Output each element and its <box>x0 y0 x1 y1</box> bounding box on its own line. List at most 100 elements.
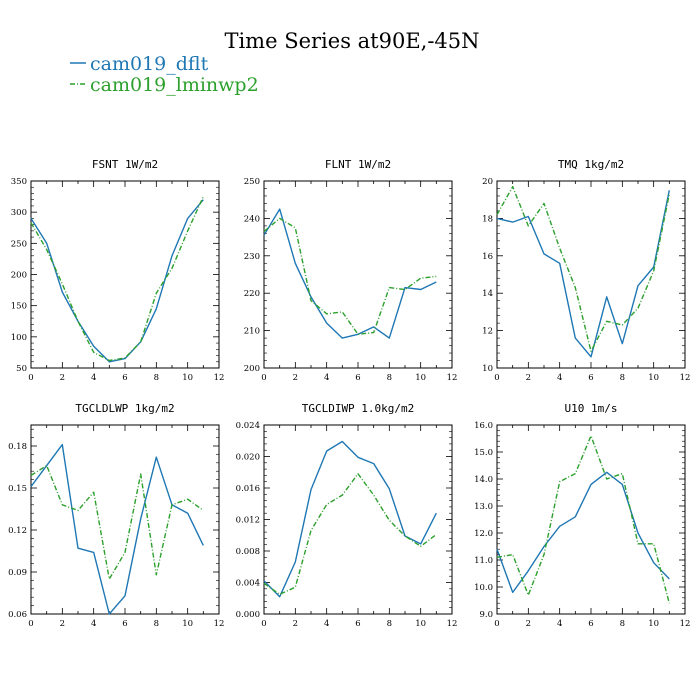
legend: cam019_dflt cam019_lminwp2 <box>70 53 259 96</box>
x-tick-label: 6 <box>588 373 593 383</box>
panel-title: FSNT 1W/m2 <box>92 158 158 171</box>
y-tick-label: 0.008 <box>236 547 260 557</box>
series-line-dflt <box>263 208 437 339</box>
panel-title: TMQ 1kg/m2 <box>558 158 624 171</box>
plot-frame <box>30 180 220 369</box>
y-tick-label: 0.012 <box>236 516 260 526</box>
x-tick-label: 0 <box>28 373 33 383</box>
x-tick-label: 10 <box>182 373 193 383</box>
y-tick-label: 50 <box>16 364 27 374</box>
y-tick-label: 13.0 <box>474 502 493 512</box>
x-tick-label: 8 <box>154 619 159 629</box>
x-tick-label: 4 <box>324 373 329 383</box>
y-tick-label: 350 <box>11 177 27 187</box>
y-tick-label: 14.0 <box>474 475 493 485</box>
panel-0: FSNT 1W/m2 0 2 4 6 8 10 12 50 100 150 200 250 300 350 <box>11 158 225 383</box>
plot-frame <box>496 424 686 615</box>
x-tick-label: 10 <box>415 373 426 383</box>
x-tick-label: 0 <box>494 619 499 629</box>
series-line-dflt <box>263 440 437 598</box>
x-tick-label: 0 <box>261 619 266 629</box>
x-tick-label: 12 <box>447 619 458 629</box>
y-tick-label: 14 <box>482 289 493 299</box>
y-tick-label: 250 <box>11 239 27 249</box>
y-tick-label: 20 <box>482 177 493 187</box>
plot-frame <box>496 180 686 369</box>
panel-4: TGCLDIWP 1.0kg/m2 0 2 4 6 8 10 12 0.000 0.004 0.00… <box>236 402 458 629</box>
y-tick-label: 16 <box>482 252 493 262</box>
y-tick-label: 0.024 <box>236 421 260 431</box>
y-tick-label: 200 <box>11 271 27 281</box>
y-tick-label: 230 <box>244 252 260 262</box>
y-tick-label: 10 <box>482 364 493 374</box>
y-tick-label: 18 <box>482 214 493 224</box>
series-line-lminwp2 <box>496 185 670 352</box>
panel-3: TGCLDLWP 1kg/m2 0 2 4 6 8 10 12 0.06 0.09 0.12 0.15… <box>8 402 224 629</box>
legend-label-lminwp2: cam019_lminwp2 <box>90 74 259 96</box>
x-tick-label: 2 <box>293 619 298 629</box>
x-tick-label: 6 <box>355 619 360 629</box>
x-tick-label: 4 <box>324 619 329 629</box>
y-tick-label: 0.020 <box>236 453 260 463</box>
x-tick-label: 6 <box>122 619 127 629</box>
panel-title: U10 1m/s <box>565 402 618 415</box>
x-tick-label: 2 <box>60 373 65 383</box>
panel-1: FLNT 1W/m2 0 2 4 6 8 10 12 200 210 220 230 240 250 <box>244 158 458 383</box>
x-tick-label: 0 <box>494 373 499 383</box>
panel-title: FLNT 1W/m2 <box>325 158 391 171</box>
x-tick-label: 8 <box>387 619 392 629</box>
x-tick-label: 12 <box>447 373 458 383</box>
y-tick-label: 200 <box>244 364 260 374</box>
x-tick-label: 12 <box>214 619 225 629</box>
y-tick-label: 0.12 <box>8 526 27 536</box>
x-tick-label: 4 <box>557 619 562 629</box>
y-tick-label: 0.06 <box>8 610 27 620</box>
x-tick-label: 8 <box>154 373 159 383</box>
y-tick-label: 0.09 <box>8 568 27 578</box>
y-tick-label: 12.0 <box>474 529 493 539</box>
y-tick-label: 15.0 <box>474 448 493 458</box>
series-line-dflt <box>496 190 670 358</box>
series-line-dflt <box>30 443 204 615</box>
plot-frame <box>263 180 453 369</box>
x-tick-label: 2 <box>293 373 298 383</box>
y-tick-label: 0.016 <box>236 484 260 494</box>
y-tick-label: 0.000 <box>236 610 260 620</box>
x-tick-label: 4 <box>91 373 96 383</box>
x-tick-label: 2 <box>526 619 531 629</box>
series-line-lminwp2 <box>30 464 204 580</box>
y-tick-label: 0.004 <box>236 579 260 589</box>
panel-2: TMQ 1kg/m2 0 2 4 6 8 10 12 10 12 14 16 18 20 <box>482 158 690 383</box>
x-tick-label: 8 <box>620 619 625 629</box>
y-tick-label: 0.15 <box>8 484 27 494</box>
series-line-lminwp2 <box>263 217 437 335</box>
panel-title: TGCLDIWP 1.0kg/m2 <box>302 402 415 415</box>
series-line-lminwp2 <box>263 473 437 595</box>
y-tick-label: 210 <box>244 327 260 337</box>
x-tick-label: 10 <box>648 373 659 383</box>
y-tick-label: 11.0 <box>474 556 493 566</box>
y-tick-label: 12 <box>482 327 493 337</box>
x-tick-label: 4 <box>557 373 562 383</box>
x-tick-label: 2 <box>60 619 65 629</box>
x-tick-label: 0 <box>28 619 33 629</box>
y-tick-label: 240 <box>244 214 260 224</box>
x-tick-label: 8 <box>387 373 392 383</box>
figure-title: Time Series at90E,-45N <box>224 29 479 53</box>
legend-label-dflt: cam019_dflt <box>90 53 209 75</box>
x-tick-label: 4 <box>91 619 96 629</box>
series-line-lminwp2 <box>30 196 204 362</box>
x-tick-label: 6 <box>588 619 593 629</box>
series-line-dflt <box>496 471 670 594</box>
x-tick-label: 12 <box>680 373 691 383</box>
y-tick-label: 9.0 <box>479 610 493 620</box>
y-tick-label: 220 <box>244 289 260 299</box>
x-tick-label: 0 <box>261 373 266 383</box>
x-tick-label: 10 <box>415 619 426 629</box>
x-tick-label: 10 <box>182 619 193 629</box>
x-tick-label: 8 <box>620 373 625 383</box>
x-tick-label: 10 <box>648 619 659 629</box>
panel-title: TGCLDLWP 1kg/m2 <box>75 402 174 415</box>
y-tick-label: 0.18 <box>8 442 27 452</box>
